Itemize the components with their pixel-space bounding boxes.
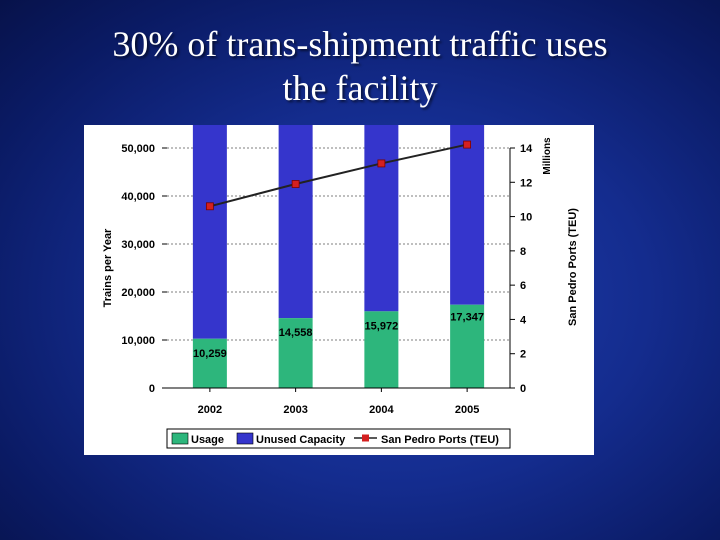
bar-usage — [450, 304, 485, 388]
x-tick-label: 2005 — [455, 404, 479, 416]
y2-tick-label: 2 — [520, 349, 526, 361]
y-tick-label: 20,000 — [121, 287, 155, 299]
y2-tick-label: 0 — [520, 383, 526, 395]
bar-data-label: 15,972 — [365, 320, 399, 332]
bar-data-label: 17,347 — [450, 312, 484, 324]
slide-title-line-2: the facility — [282, 68, 438, 108]
bar-unused-capacity — [450, 124, 485, 305]
slide-title: 30% of trans-shipment traffic uses the f… — [0, 22, 720, 110]
y2-tick-label: 10 — [520, 212, 532, 224]
y-tick-label: 40,000 — [121, 191, 155, 203]
line-marker — [205, 202, 214, 211]
combo-chart: 10,259 14,558 15,972 17,347 0 10,000 20,000 30… — [102, 124, 579, 449]
bar-data-label: 10,259 — [193, 348, 227, 360]
bar-data-label: 14,558 — [279, 327, 313, 339]
legend-label-usage: Usage — [191, 434, 224, 446]
y-tick-label: 0 — [149, 383, 155, 395]
bar-usage — [364, 311, 399, 388]
legend-swatch-unused-capacity — [236, 432, 254, 445]
x-tick-label: 2003 — [283, 404, 307, 416]
chart-panel: 10,259 14,558 15,972 17,347 0 10,000 20,000 30… — [84, 124, 594, 455]
legend-label-san-pedro: San Pedro Ports (TEU) — [381, 434, 499, 446]
y2-tick-label: 14 — [520, 143, 533, 155]
bar-unused-capacity — [364, 124, 399, 312]
y2-axis-title: San Pedro Ports (TEU) — [567, 208, 579, 326]
legend-swatch-usage — [171, 432, 189, 445]
line-marker — [377, 159, 386, 168]
y-tick-label: 50,000 — [121, 143, 155, 155]
y2-tick-label: 4 — [520, 314, 527, 326]
y2-tick-label: 6 — [520, 280, 526, 292]
x-tick-label: 2004 — [369, 404, 394, 416]
bar-usage — [192, 338, 227, 388]
y-tick-label: 30,000 — [121, 239, 155, 251]
x-tick-label: 2002 — [198, 404, 222, 416]
y2-unit-label: Millions — [542, 137, 553, 175]
line-marker — [291, 180, 300, 188]
y2-tick-label: 12 — [520, 177, 532, 189]
line-san-pedro-ports — [209, 143, 468, 208]
y-tick-label: 10,000 — [121, 335, 155, 347]
y2-tick-label: 8 — [520, 246, 526, 258]
bar-unused-capacity — [278, 124, 313, 319]
y-axis-title: Trains per Year — [102, 228, 114, 307]
legend-label-unused-capacity: Unused Capacity — [256, 434, 346, 446]
line-marker — [463, 140, 472, 149]
legend-marker-san-pedro — [362, 434, 369, 442]
slide-title-line-1: 30% of trans-shipment traffic uses — [112, 24, 608, 64]
bar-usage — [278, 318, 313, 388]
bar-unused-capacity — [192, 124, 227, 339]
